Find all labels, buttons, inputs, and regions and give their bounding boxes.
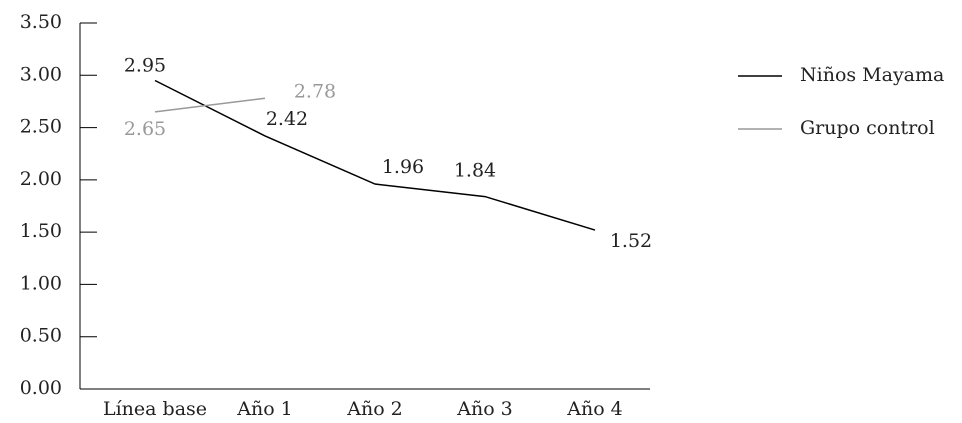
y-tick-label: 1.50: [20, 220, 62, 242]
y-tick-label: 2.50: [20, 116, 62, 138]
data-label: 2.42: [266, 108, 308, 130]
x-tick-label: Año 2: [346, 398, 403, 420]
data-label: 2.95: [124, 55, 166, 77]
y-tick-label: 0.00: [20, 377, 62, 399]
x-tick-label: Año 3: [456, 398, 513, 420]
data-label: 2.78: [294, 80, 336, 102]
y-tick-label: 3.50: [20, 11, 62, 33]
y-tick-label: 1.00: [20, 272, 62, 294]
x-tick-label: Año 1: [236, 398, 293, 420]
y-tick-label: 0.50: [20, 325, 62, 347]
legend-label: Grupo control: [800, 117, 935, 139]
data-label: 1.84: [454, 160, 496, 182]
data-label: 1.96: [382, 156, 424, 178]
y-tick-label: 3.00: [20, 63, 62, 85]
y-tick-label: 2.00: [20, 168, 62, 190]
series-line: [154, 97, 266, 113]
x-tick-label: Año 4: [566, 398, 623, 420]
legend-label: Niños Mayama: [800, 64, 944, 86]
series-line: [154, 79, 596, 231]
x-tick-label: Línea base: [103, 398, 207, 420]
data-label: 1.52: [610, 230, 652, 252]
data-label: 2.65: [124, 118, 166, 140]
